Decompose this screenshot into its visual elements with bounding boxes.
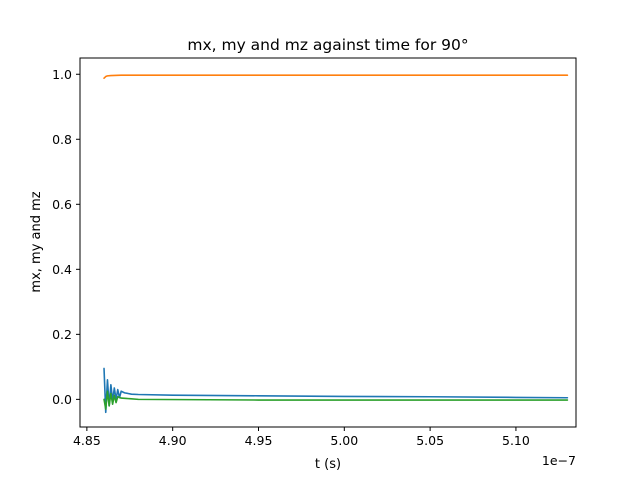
- x-axis: 4.85 4.90 4.95 5.00 5.05 5.10: [73, 427, 530, 448]
- series-line-2: [103, 74, 569, 79]
- x-tick-label: 4.95: [245, 433, 273, 448]
- plot-frame: [79, 57, 577, 428]
- x-axis-label: t (s): [315, 457, 341, 472]
- y-tick-label: 0.6: [52, 197, 72, 212]
- series-line-3: [103, 390, 569, 410]
- x-tick-label: 4.85: [73, 433, 101, 448]
- chart-title: mx, my and mz against time for 90°: [187, 36, 468, 54]
- x-axis-offset-label: 1e−7: [542, 453, 576, 468]
- series-layer: [103, 74, 569, 414]
- x-tick-label: 5.05: [416, 433, 444, 448]
- y-tick-label: 0.8: [52, 132, 72, 147]
- y-tick-label: 0.2: [52, 327, 72, 342]
- x-tick-label: 5.00: [330, 433, 358, 448]
- y-tick-label: 1.0: [52, 67, 72, 82]
- x-tick-label: 4.90: [159, 433, 187, 448]
- x-tick-label: 5.10: [502, 433, 530, 448]
- y-tick-label: 0.0: [52, 392, 72, 407]
- y-axis: 0.0 0.2 0.4 0.6 0.8 1.0: [52, 67, 80, 407]
- y-tick-label: 0.4: [52, 262, 72, 277]
- y-axis-label: mx, my and mz: [29, 191, 44, 292]
